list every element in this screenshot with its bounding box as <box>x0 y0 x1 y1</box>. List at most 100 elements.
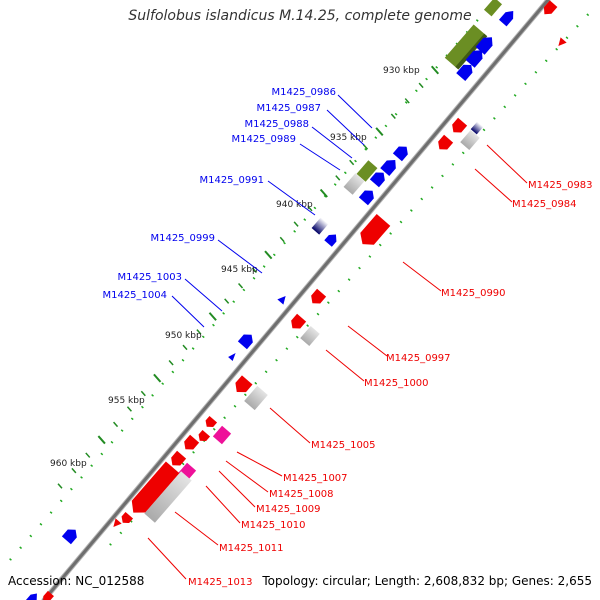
forward-strand-genes <box>26 0 514 600</box>
reverse-gene-label: M1425_1009 <box>256 504 321 515</box>
forward-gene-0987 <box>380 159 396 176</box>
reverse-gene <box>205 415 218 428</box>
backbone-line <box>41 0 551 600</box>
reverse-gene <box>438 134 454 150</box>
pseudo-gene <box>343 173 365 195</box>
scale-tick <box>71 467 77 474</box>
scale-tick <box>85 452 91 458</box>
reverse-gene-labels: M1425_0983 M1425_0984 M1425_0990 M1425_0997… <box>188 180 593 588</box>
reverse-strand-genes <box>43 0 567 600</box>
reverse-gene-label: M1425_1013 <box>188 577 253 588</box>
scale-tick <box>113 421 119 428</box>
rna-gene-0989 <box>356 160 378 182</box>
scale-tick <box>363 144 369 150</box>
reverse-gene <box>121 511 134 524</box>
scale-label: 950 kbp <box>165 331 202 341</box>
reverse-gene <box>311 288 327 304</box>
forward-gene-bottom <box>61 529 77 545</box>
forward-gene-0999 <box>324 234 337 247</box>
forward-gene-label: M1425_0986 <box>271 87 336 98</box>
reverse-gene-top <box>543 0 558 15</box>
reverse-gene-label: M1425_1005 <box>311 440 376 451</box>
scale-label: 940 kbp <box>276 200 313 210</box>
forward-gene <box>465 50 483 68</box>
scale-tick <box>251 267 257 274</box>
scale-tick <box>293 221 299 227</box>
scale-tick <box>238 282 244 289</box>
reverse-gene-label: M1425_0983 <box>528 180 593 191</box>
forward-gene-small <box>228 352 236 361</box>
scale-tick <box>168 359 174 366</box>
scale-label: 945 kbp <box>221 265 258 275</box>
map-title: Sulfolobus islandicus M.14.25, complete … <box>128 8 472 24</box>
scale-tick <box>97 435 106 445</box>
scale-tick <box>224 298 230 304</box>
reverse-gene-label: M1425_0990 <box>441 288 506 299</box>
reverse-gene-label: M1425_1000 <box>364 378 429 389</box>
scale-tick <box>404 98 410 104</box>
forward-gene-label: M1425_0988 <box>244 119 309 130</box>
reverse-gene-1005 <box>235 375 253 393</box>
scale-tick <box>126 406 132 412</box>
forward-gene-1003 <box>277 295 286 305</box>
pseudo-gene-0984 <box>460 130 480 150</box>
reverse-callout-lines <box>147 144 528 580</box>
scale-tick <box>335 175 341 181</box>
reverse-gene <box>171 450 187 466</box>
pseudo-gene-1000 <box>300 326 320 346</box>
scale-label: 955 kbp <box>108 396 145 406</box>
forward-gene-edge <box>26 593 37 600</box>
forward-callout-lines <box>171 94 373 328</box>
reverse-gene-0997 <box>291 313 307 329</box>
reverse-gene-label: M1425_0997 <box>386 353 451 364</box>
scale-label: 960 kbp <box>50 459 87 469</box>
forward-gene-label: M1425_0989 <box>231 134 296 145</box>
forward-gene-top <box>498 10 514 27</box>
forward-gene-0988 <box>369 172 385 188</box>
scale-tick <box>57 483 63 489</box>
reverse-gene-0983 <box>452 117 468 133</box>
forward-gene-labels: M1425_0986 M1425_0987 M1425_0988 M1425_0989… <box>102 87 336 301</box>
pseudo-gene-1011 <box>144 471 192 523</box>
scale-tick <box>182 344 188 351</box>
scale-tick <box>196 329 202 335</box>
scale-tick <box>349 159 355 166</box>
genome-summary-text: Topology: circular; Length: 2,608,832 bp… <box>262 574 592 588</box>
reverse-gene-1009 <box>184 434 200 450</box>
forward-gene-1004 <box>237 334 253 350</box>
scale-tick <box>418 82 424 89</box>
forward-gene-0986 <box>392 146 408 162</box>
scale-tick <box>140 390 146 397</box>
forward-gene <box>456 64 473 81</box>
forward-gene-label: M1425_1003 <box>117 272 182 283</box>
reverse-gene-label: M1425_0984 <box>512 199 577 210</box>
reverse-gene-small <box>558 37 567 47</box>
forward-gene-label: M1425_0991 <box>199 175 264 186</box>
scale-tick <box>264 250 273 260</box>
scale-label: 930 kbp <box>383 66 420 76</box>
forward-gene-label: M1425_1004 <box>102 290 167 301</box>
reverse-gene-0990 <box>360 214 391 245</box>
scale-tick <box>319 188 328 198</box>
scale-tick <box>375 127 384 137</box>
reverse-gene-label: M1425_1007 <box>283 473 348 484</box>
scale-tick <box>430 65 440 75</box>
scale-tick <box>279 236 285 243</box>
reverse-gene-small <box>113 518 122 528</box>
forward-gene-label: M1425_0987 <box>256 103 321 114</box>
reverse-gene-label: M1425_1011 <box>219 543 284 554</box>
scale-label: 935 kbp <box>330 133 367 143</box>
pink-gene-1007 <box>212 425 232 445</box>
navy-gradient-gene <box>311 217 329 235</box>
navy-gradient-gene <box>470 121 484 135</box>
forward-gene-label: M1425_0999 <box>150 233 215 244</box>
reverse-gene-large <box>131 461 180 513</box>
forward-gene-0991 <box>358 190 374 206</box>
rna-gene-top <box>483 0 503 17</box>
scale-tick <box>307 205 313 212</box>
reverse-gene-label: M1425_1008 <box>269 489 334 500</box>
reverse-gene-label: M1425_1010 <box>241 520 306 531</box>
pseudo-gene <box>244 385 268 411</box>
scale-labels: 930 kbp 935 kbp 940 kbp 945 kbp 950 kbp 955 k… <box>50 66 420 469</box>
